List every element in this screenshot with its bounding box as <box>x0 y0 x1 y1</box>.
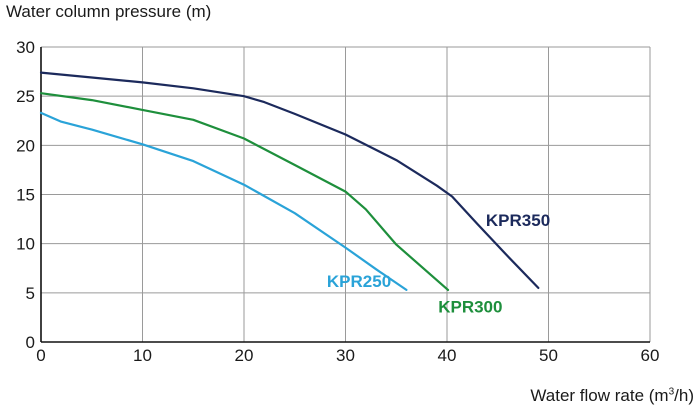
y-tick-label-10: 10 <box>16 235 35 254</box>
x-axis-label-superscript: 3 <box>668 386 675 398</box>
axes <box>40 47 650 343</box>
x-tick-label-30: 30 <box>336 346 355 365</box>
y-tick-label-0: 0 <box>26 333 35 352</box>
y-tick-label-25: 25 <box>16 87 35 106</box>
x-tick-label-60: 60 <box>641 346 660 365</box>
series-line-kpr350 <box>39 71 540 289</box>
y-tick-label-15: 15 <box>16 186 35 205</box>
grid <box>41 46 651 342</box>
series-lines <box>39 71 540 291</box>
series-line-kpr300 <box>39 92 450 291</box>
x-tick-label-40: 40 <box>438 346 457 365</box>
y-axis-label: Water column pressure (m) <box>6 2 212 21</box>
x-tick-label-20: 20 <box>235 346 254 365</box>
y-tick-label-5: 5 <box>26 284 35 303</box>
series-line-kpr250 <box>39 111 408 291</box>
series-label-kpr350: KPR350 <box>486 211 550 230</box>
x-axis-label-prefix: Water flow rate (m <box>530 386 669 405</box>
series-label-kpr250: KPR250 <box>327 272 391 291</box>
series-labels: KPR250 KPR300 KPR350 <box>327 211 550 317</box>
series-label-kpr300: KPR300 <box>438 298 502 317</box>
x-tick-label-50: 50 <box>539 346 558 365</box>
y-tick-label-20: 20 <box>16 136 35 155</box>
x-axis-label: Water flow rate (m3/h) <box>530 386 694 406</box>
x-axis-label-suffix: /h) <box>674 386 694 405</box>
tick-labels: 0 10 20 30 40 50 60 0 5 10 15 20 25 30 <box>16 38 659 365</box>
y-tick-label-30: 30 <box>16 38 35 57</box>
x-tick-label-0: 0 <box>36 346 45 365</box>
x-tick-label-10: 10 <box>133 346 152 365</box>
